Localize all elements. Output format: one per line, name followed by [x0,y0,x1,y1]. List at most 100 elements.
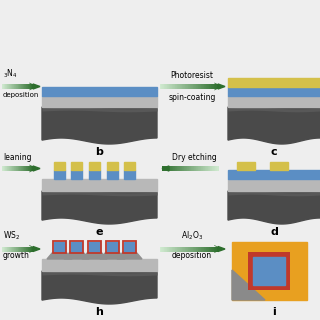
Bar [7,84,8,89]
Bar [183,246,184,252]
Bar [42,179,157,191]
Bar [8,84,9,89]
Bar [25,84,26,89]
Bar [215,246,216,252]
Bar [181,166,182,171]
Bar [193,84,194,89]
Bar [188,166,190,171]
Bar [4,246,5,252]
Bar [188,246,189,252]
Bar [165,166,166,171]
Bar [16,84,17,89]
Bar [5,84,6,89]
Bar [163,84,164,89]
Bar [89,162,100,170]
Bar [16,246,17,252]
Bar [24,84,25,89]
Bar [201,84,202,89]
Bar [164,246,165,252]
Polygon shape [33,246,40,252]
Bar [30,166,31,171]
Bar [14,166,15,171]
Bar [31,246,32,252]
Bar [11,84,12,89]
Bar [25,166,26,171]
Bar [162,246,164,252]
Bar [189,84,190,89]
Bar [28,246,29,252]
Bar [22,166,23,171]
Text: deposition: deposition [3,92,39,98]
Bar [31,166,32,171]
Bar [186,84,187,89]
Bar [176,84,177,89]
Bar [2,166,3,171]
Bar [6,246,7,252]
Bar [174,246,176,252]
Bar [192,166,193,171]
Polygon shape [42,191,157,224]
Text: i: i [272,307,276,317]
Bar [214,166,215,171]
Bar [10,246,11,252]
Bar [160,246,161,252]
Bar [165,246,166,252]
Bar [2,246,3,252]
Bar [12,84,13,89]
Bar [202,166,203,171]
Bar [191,166,193,171]
Bar [4,166,5,171]
Bar [180,246,181,252]
Bar [209,84,210,89]
Bar [20,246,21,252]
Bar [204,166,205,171]
Bar [27,166,28,171]
Bar [163,246,164,252]
Bar [12,166,13,171]
Bar [31,246,32,252]
Text: $_3$N$_4$: $_3$N$_4$ [3,68,18,81]
Bar [19,166,20,171]
Bar [24,246,25,252]
Text: d: d [270,227,278,237]
Bar [3,246,4,252]
Bar [206,84,207,89]
Bar [16,84,17,89]
Bar [196,246,197,252]
Bar [19,166,20,171]
Bar [217,84,218,89]
Bar [54,162,65,170]
Bar [161,246,162,252]
Bar [7,166,8,171]
Bar [12,246,13,252]
Bar [209,166,210,171]
Bar [171,246,172,252]
Bar [106,241,119,253]
Bar [209,246,211,252]
Bar [185,166,186,171]
Bar [9,84,10,89]
Bar [123,241,136,253]
Bar [2,84,3,89]
Bar [8,166,9,171]
Bar [30,84,31,89]
Bar [182,246,184,252]
Bar [182,84,184,89]
Bar [7,246,8,252]
Bar [16,166,17,171]
Polygon shape [232,270,265,300]
Bar [22,84,23,89]
Bar [206,166,207,171]
Bar [22,84,23,89]
Polygon shape [82,252,107,259]
Bar [124,170,135,179]
Bar [24,166,25,171]
Bar [28,166,29,171]
Bar [192,84,193,89]
Bar [3,246,4,252]
Text: b: b [96,147,103,157]
Bar [9,246,10,252]
Bar [24,166,25,171]
Bar [169,246,170,252]
Bar [20,166,21,171]
